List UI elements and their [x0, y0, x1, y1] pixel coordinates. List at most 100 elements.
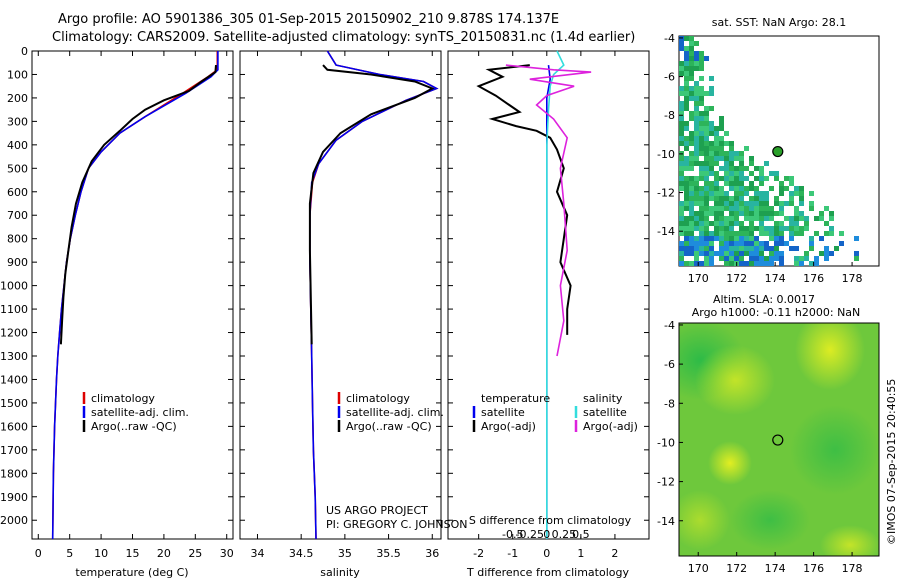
sst-cell [699, 86, 704, 91]
sst-cell [704, 141, 709, 146]
sst-cell [719, 206, 724, 211]
sst-cell [719, 121, 724, 126]
sst-cell [754, 256, 759, 261]
sst-cell [684, 231, 689, 236]
y-tick-label: 800 [7, 233, 28, 246]
y-tick-label: 700 [7, 209, 28, 222]
sst-cell [729, 171, 734, 176]
sst-cell [699, 226, 704, 231]
sst-cell [679, 221, 684, 226]
sst-cell [699, 131, 704, 136]
sst-cell [709, 161, 714, 166]
sst-cell [699, 261, 704, 266]
sst-cell [729, 201, 734, 206]
sst-cell [719, 176, 724, 181]
sst-cell [714, 156, 719, 161]
sst-cell [729, 256, 734, 261]
sst-cell [689, 156, 694, 161]
temperature-legend: climatology satellite-adj. clim. Argo(..… [82, 392, 189, 433]
sst-cell [754, 176, 759, 181]
project-name: US ARGO PROJECT [326, 504, 428, 517]
sst-cell [759, 261, 764, 266]
sst-cell [694, 41, 699, 46]
sst-cell [679, 176, 684, 181]
x-tick-label: 0 [543, 547, 550, 560]
sst-cell [729, 196, 734, 201]
sst-cell [799, 261, 804, 266]
sst-cell [724, 176, 729, 181]
sst-cell [704, 91, 709, 96]
sst-cell [754, 196, 759, 201]
map-x-tick-label: 176 [803, 562, 824, 575]
sst-cell [739, 181, 744, 186]
sst-cell [759, 206, 764, 211]
y-tick-label: 900 [7, 256, 28, 269]
sst-cell [774, 236, 779, 241]
series-line-argo [308, 64, 435, 345]
sst-cell [729, 241, 734, 246]
sst-cell [754, 201, 759, 206]
sst-cell [759, 196, 764, 201]
sst-cell [784, 176, 789, 181]
sst-cell [704, 216, 709, 221]
sst-cell [714, 236, 719, 241]
sst-cell [739, 261, 744, 266]
sst-cell [759, 201, 764, 206]
sst-cell [769, 251, 774, 256]
sst-cell [729, 141, 734, 146]
sst-cell [699, 56, 704, 61]
sst-cell [689, 181, 694, 186]
sst-cell [694, 236, 699, 241]
map-y-tick-label: -8 [664, 397, 675, 410]
sst-cell [709, 261, 714, 266]
y-tick-label: 500 [7, 162, 28, 175]
sst-cell [679, 231, 684, 236]
sst-cell [714, 176, 719, 181]
sst-cell [744, 241, 749, 246]
map-y-tick-label: -10 [657, 436, 675, 449]
sst-cell [704, 116, 709, 121]
sst-cell [679, 41, 684, 46]
y-tick-label: 400 [7, 139, 28, 152]
sst-cell [689, 261, 694, 266]
sst-cell [764, 246, 769, 251]
sst-cell [739, 246, 744, 251]
sst-cell [704, 251, 709, 256]
salinity-panel-frame [239, 50, 442, 540]
sst-cell [704, 226, 709, 231]
sst-cell [749, 181, 754, 186]
legend-header-temperature: temperature [481, 392, 550, 405]
sst-cell [724, 156, 729, 161]
map-y-tick-label: -8 [664, 109, 675, 122]
sst-cell [789, 191, 794, 196]
sst-cell [734, 256, 739, 261]
sst-cell [739, 161, 744, 166]
sst-cell [694, 101, 699, 106]
legend-header-salinity: salinity [583, 392, 623, 405]
sst-cell [704, 191, 709, 196]
sst-cell [789, 196, 794, 201]
legend-label: Argo(-adj) [583, 420, 638, 433]
sst-cell [754, 191, 759, 196]
sst-cell [699, 191, 704, 196]
sst-cell [779, 226, 784, 231]
sst-cell [839, 241, 844, 246]
sst-cell [759, 231, 764, 236]
y-tick-label: 1400 [0, 373, 28, 386]
sst-cell [689, 216, 694, 221]
sst-cell [744, 251, 749, 256]
s-tick-label: 0 [543, 528, 550, 541]
sst-cell [794, 261, 799, 266]
sst-cell [704, 161, 709, 166]
sst-cell [709, 141, 714, 146]
sst-cell [829, 231, 834, 236]
sst-cell [824, 221, 829, 226]
sst-cell [704, 211, 709, 216]
sst-cell [764, 241, 769, 246]
sst-cell [789, 226, 794, 231]
sst-cell [719, 201, 724, 206]
sst-cell [764, 226, 769, 231]
sst-cell [724, 246, 729, 251]
map-x-tick-label: 176 [803, 272, 824, 285]
sst-map-axes: 170 172 174 176 178 -4 -6 -8 -10 -12 -14 [657, 32, 863, 285]
